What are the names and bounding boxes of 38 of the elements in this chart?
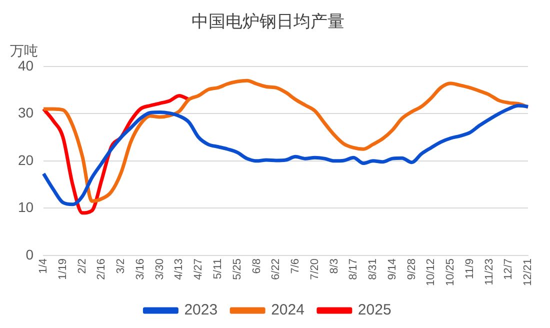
legend-label: 2024 xyxy=(271,302,304,319)
x-tick-label: 2/16 xyxy=(96,258,108,280)
x-tick-label: 8/17 xyxy=(348,258,360,280)
y-tick-label: 30 xyxy=(18,104,34,121)
x-tick-label: 2/2 xyxy=(76,258,88,274)
legend-label: 2023 xyxy=(184,302,218,319)
y-axis-title: 万吨 xyxy=(10,42,38,58)
x-tick-label: 9/28 xyxy=(406,258,418,280)
x-tick-label: 12/21 xyxy=(522,258,534,286)
x-tick-label: 10/25 xyxy=(444,258,457,286)
x-tick-label: 11/9 xyxy=(464,258,476,280)
x-tick-label: 10/12 xyxy=(425,258,438,286)
x-tick-label: 7/20 xyxy=(308,258,321,280)
x-tick-label: 9/14 xyxy=(386,258,398,280)
x-tick-label: 1/19 xyxy=(56,258,69,280)
x-tick-label: 3/30 xyxy=(154,258,166,280)
x-tick-label: 4/13 xyxy=(173,258,186,280)
x-tick-label: 12/7 xyxy=(502,258,515,280)
chart-title: 中国电炉钢日均产量 xyxy=(192,12,344,31)
x-tick-label: 6/8 xyxy=(250,258,263,274)
x-tick-label: 5/11 xyxy=(212,258,224,280)
x-tick-label: 5/25 xyxy=(231,258,244,280)
x-tick-label: 6/22 xyxy=(270,258,282,280)
x-tick-label: 7/6 xyxy=(290,258,302,274)
legend-label: 2025 xyxy=(358,302,392,319)
y-tick-label: 10 xyxy=(18,199,34,216)
y-tick-label: 40 xyxy=(18,57,34,74)
line-series xyxy=(42,104,530,206)
x-tick-label: 3/16 xyxy=(134,258,146,280)
x-tick-label: 11/23 xyxy=(483,258,496,286)
x-tick-label: 8/3 xyxy=(328,258,340,274)
x-tick-label: 8/31 xyxy=(367,258,380,280)
y-tick-label: 0 xyxy=(26,246,34,262)
x-tick-label: 3/2 xyxy=(115,258,128,274)
y-tick-label: 20 xyxy=(18,152,34,168)
line-series xyxy=(42,78,530,203)
x-tick-label: 1/4 xyxy=(38,258,50,274)
x-tick-label: 4/27 xyxy=(192,258,205,280)
